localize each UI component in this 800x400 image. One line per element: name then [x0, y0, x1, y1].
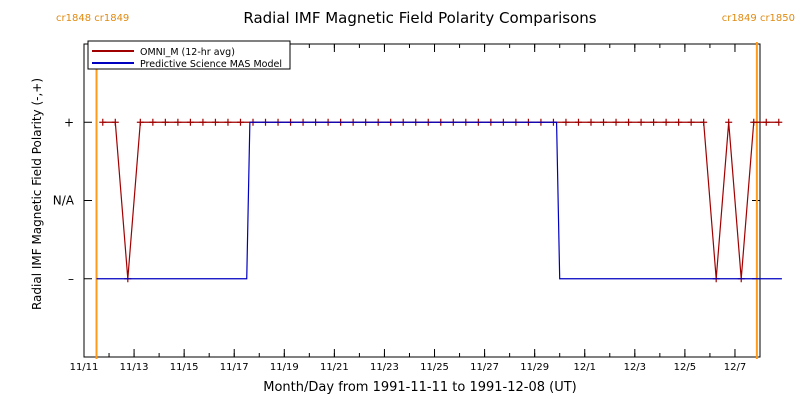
x-tick-label: 11/25	[420, 362, 449, 373]
series-layer	[96, 118, 783, 283]
x-axis-ticks: 11/11 11/13 11/15 11/17 11/19 11/21 11/23 11/25…	[70, 44, 761, 373]
data-point	[775, 118, 783, 126]
data-point	[687, 118, 695, 126]
y-tick-label: –	[68, 272, 74, 286]
data-point	[136, 118, 144, 126]
data-point	[224, 118, 232, 126]
data-point	[149, 118, 157, 126]
data-point	[186, 118, 194, 126]
data-point	[587, 118, 595, 126]
x-tick-label: 11/23	[370, 362, 399, 373]
data-point	[725, 118, 733, 126]
legend-box	[87, 40, 291, 70]
x-tick-label: 11/15	[170, 362, 199, 373]
x-tick-label: 12/1	[574, 362, 596, 373]
x-tick-label: 11/27	[470, 362, 499, 373]
data-point	[650, 118, 658, 126]
carrington-marker-label: cr1848 cr1849	[56, 13, 129, 24]
data-point	[675, 118, 683, 126]
legend: OMNI_M (12-hr avg)Predictive Science MAS…	[87, 40, 291, 70]
legend-entry-label: OMNI_M (12-hr avg)	[140, 47, 235, 58]
y-axis-ticks: + N/A –	[53, 115, 760, 286]
x-tick-label: 12/5	[674, 362, 696, 373]
data-point	[174, 118, 182, 126]
x-tick-label: 11/17	[220, 362, 249, 373]
series-line-2	[96, 121, 782, 280]
data-point	[600, 118, 608, 126]
data-point	[199, 118, 207, 126]
chart-title: Radial IMF Magnetic Field Polarity Compa…	[243, 9, 596, 27]
x-tick-label: 11/29	[520, 362, 549, 373]
data-point	[161, 118, 169, 126]
data-point	[625, 118, 633, 126]
carrington-markers: cr1848 cr1849 cr1849 cr1850	[56, 13, 795, 359]
data-point	[562, 118, 570, 126]
x-tick-label: 11/19	[270, 362, 299, 373]
series-line-1	[102, 121, 779, 279]
data-point	[662, 118, 670, 126]
x-tick-label: 12/7	[724, 362, 746, 373]
y-tick-label: N/A	[53, 194, 75, 208]
data-point	[99, 118, 107, 126]
data-point	[111, 118, 119, 126]
y-axis-label: Radial IMF Magnetic Field Polarity (-,+)	[30, 78, 44, 310]
data-point	[612, 118, 620, 126]
y-tick-label: +	[64, 115, 74, 129]
legend-entry-label: Predictive Science MAS Model	[140, 59, 282, 70]
data-point	[700, 118, 708, 126]
data-point	[762, 118, 770, 126]
x-tick-label: 11/21	[320, 362, 349, 373]
data-point	[211, 118, 219, 126]
data-point	[750, 118, 758, 126]
x-axis-label: Month/Day from 1991-11-11 to 1991-12-08 …	[263, 380, 576, 395]
x-tick-label: 11/11	[70, 362, 99, 373]
x-tick-label: 12/3	[624, 362, 646, 373]
plot-frame	[83, 43, 761, 358]
data-point	[236, 118, 244, 126]
data-point	[637, 118, 645, 126]
x-tick-label: 11/13	[120, 362, 149, 373]
data-point	[574, 118, 582, 126]
carrington-marker-label: cr1849 cr1850	[722, 13, 795, 24]
